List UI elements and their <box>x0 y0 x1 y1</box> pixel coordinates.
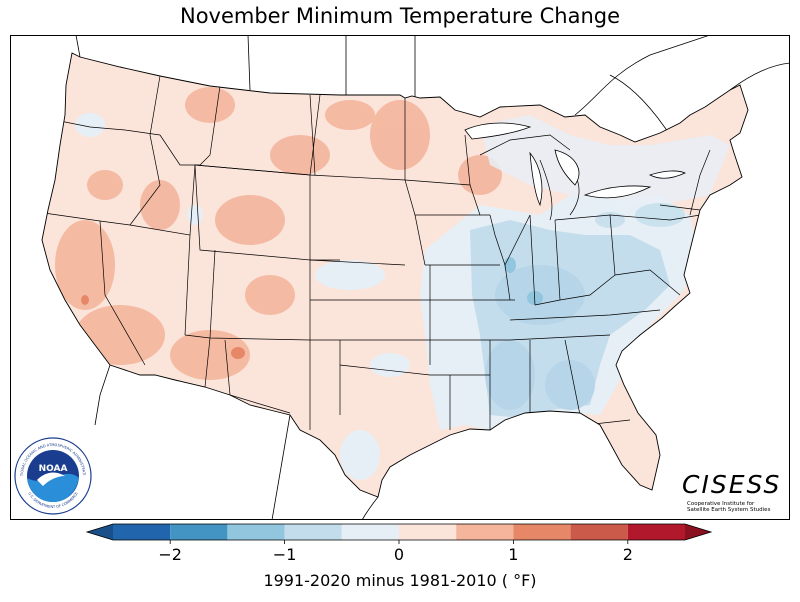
colorbar-under-arrow <box>87 524 113 540</box>
colorbar-tick-label: −2 <box>158 545 182 564</box>
cisess-subtitle-line1: Cooperative Institute for <box>687 501 755 507</box>
page-title: November Minimum Temperature Change <box>179 4 620 28</box>
noaa-logo: NOAA NATIONAL OCEANIC AND ATMOSPHERIC AD… <box>13 436 92 515</box>
cisess-wordmark: CISESS <box>682 470 782 499</box>
colorbar-segment <box>284 524 342 540</box>
colorbar-tick-label: 1 <box>508 545 518 564</box>
colorbar-segment <box>570 524 628 540</box>
cisess-subtitle-line2: Satellite Earth System Studies <box>687 507 771 513</box>
colorbar-outline <box>85 523 713 541</box>
noaa-wordmark: NOAA <box>39 464 68 474</box>
colorbar-segment <box>456 524 514 540</box>
neighbor-borders <box>75 35 790 520</box>
colorbar-segments <box>85 523 713 541</box>
colorbar-tick-label: 0 <box>394 545 404 564</box>
colorbar-over-arrow <box>685 524 711 540</box>
colorbar-segment <box>627 524 685 540</box>
colorbar-ticks: −2 −1 0 1 2 <box>158 540 633 564</box>
colorbar-segment <box>113 524 171 540</box>
great-lakes <box>464 122 686 207</box>
colorbar-segment <box>341 524 399 540</box>
colorbar-tick-label: 2 <box>623 545 633 564</box>
colorbar-segment <box>170 524 228 540</box>
colorbar-segment <box>513 524 571 540</box>
colorbar-segment <box>227 524 285 540</box>
colorbar-tick-label: −1 <box>273 545 297 564</box>
us-temperature-map <box>10 35 790 520</box>
colorbar-label: 1991-2020 minus 1981-2010 ( °F) <box>263 571 536 590</box>
colorbar-segment <box>399 524 457 540</box>
colorbar: −2 −1 0 1 2 1991-2020 minus 1981-2010 ( °F) <box>85 523 713 590</box>
state-boundaries <box>43 75 725 435</box>
cisess-logo: CISESS Cooperative Institute for Satelli… <box>682 470 786 518</box>
